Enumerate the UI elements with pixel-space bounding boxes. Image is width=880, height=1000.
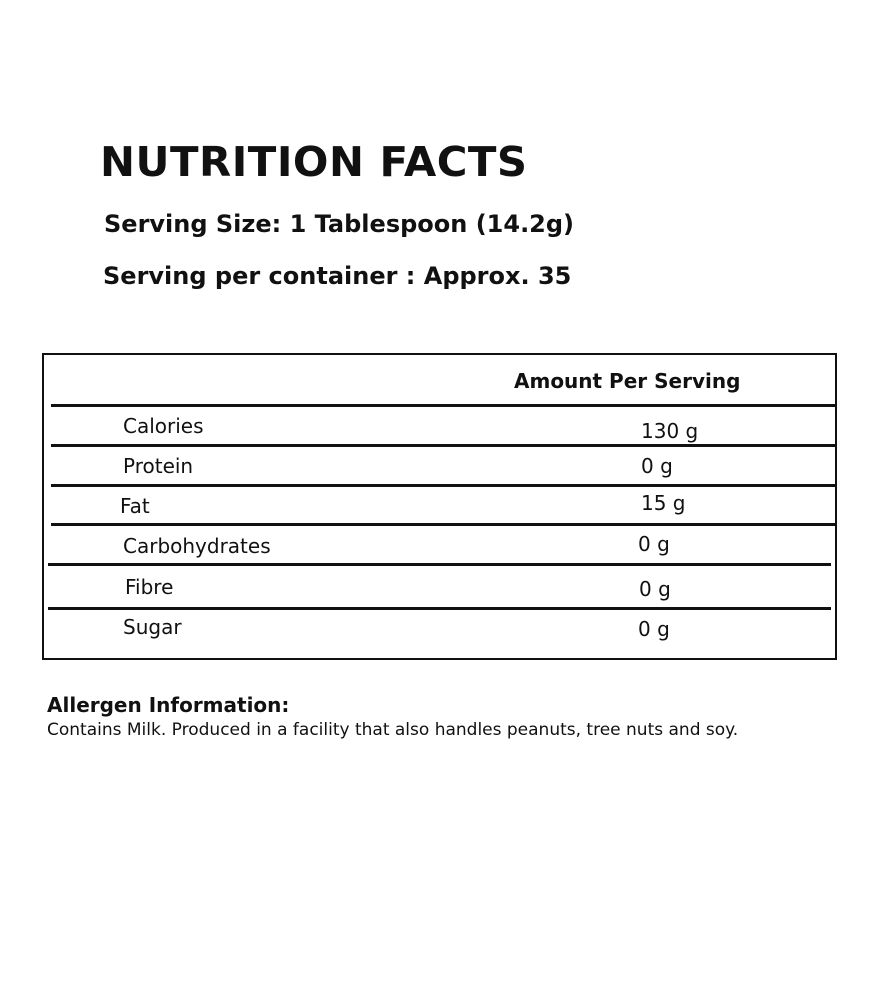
- nutrient-amount: 0 g: [638, 532, 670, 556]
- nutrient-amount: 15 g: [641, 491, 686, 515]
- serving-size: Serving Size: 1 Tablespoon (14.2g): [104, 210, 575, 238]
- nutrient-name: Calories: [123, 414, 204, 438]
- servings-per-container: Serving per container : Approx. 35: [103, 262, 572, 290]
- divider: [51, 444, 835, 447]
- divider: [51, 404, 835, 407]
- page-title: NUTRITION FACTS: [100, 138, 528, 186]
- nutrient-amount: 0 g: [639, 577, 671, 601]
- allergen-text: Contains Milk. Produced in a facility th…: [47, 720, 739, 740]
- divider: [48, 607, 831, 610]
- nutrient-amount: 0 g: [638, 617, 670, 641]
- nutrient-name: Protein: [123, 454, 194, 478]
- divider: [51, 523, 835, 526]
- nutrient-amount: 130 g: [641, 419, 699, 443]
- nutrition-table: Amount Per Serving Calories 130 g Protei…: [42, 353, 837, 660]
- nutrient-name: Fat: [120, 494, 150, 518]
- nutrient-name: Carbohydrates: [123, 534, 271, 558]
- divider: [48, 563, 831, 566]
- table-header: Amount Per Serving: [514, 369, 741, 393]
- divider: [51, 484, 835, 487]
- nutrient-name: Fibre: [125, 575, 174, 599]
- nutrient-name: Sugar: [123, 615, 182, 639]
- allergen-heading: Allergen Information:: [47, 693, 290, 717]
- nutrient-amount: 0 g: [641, 454, 673, 478]
